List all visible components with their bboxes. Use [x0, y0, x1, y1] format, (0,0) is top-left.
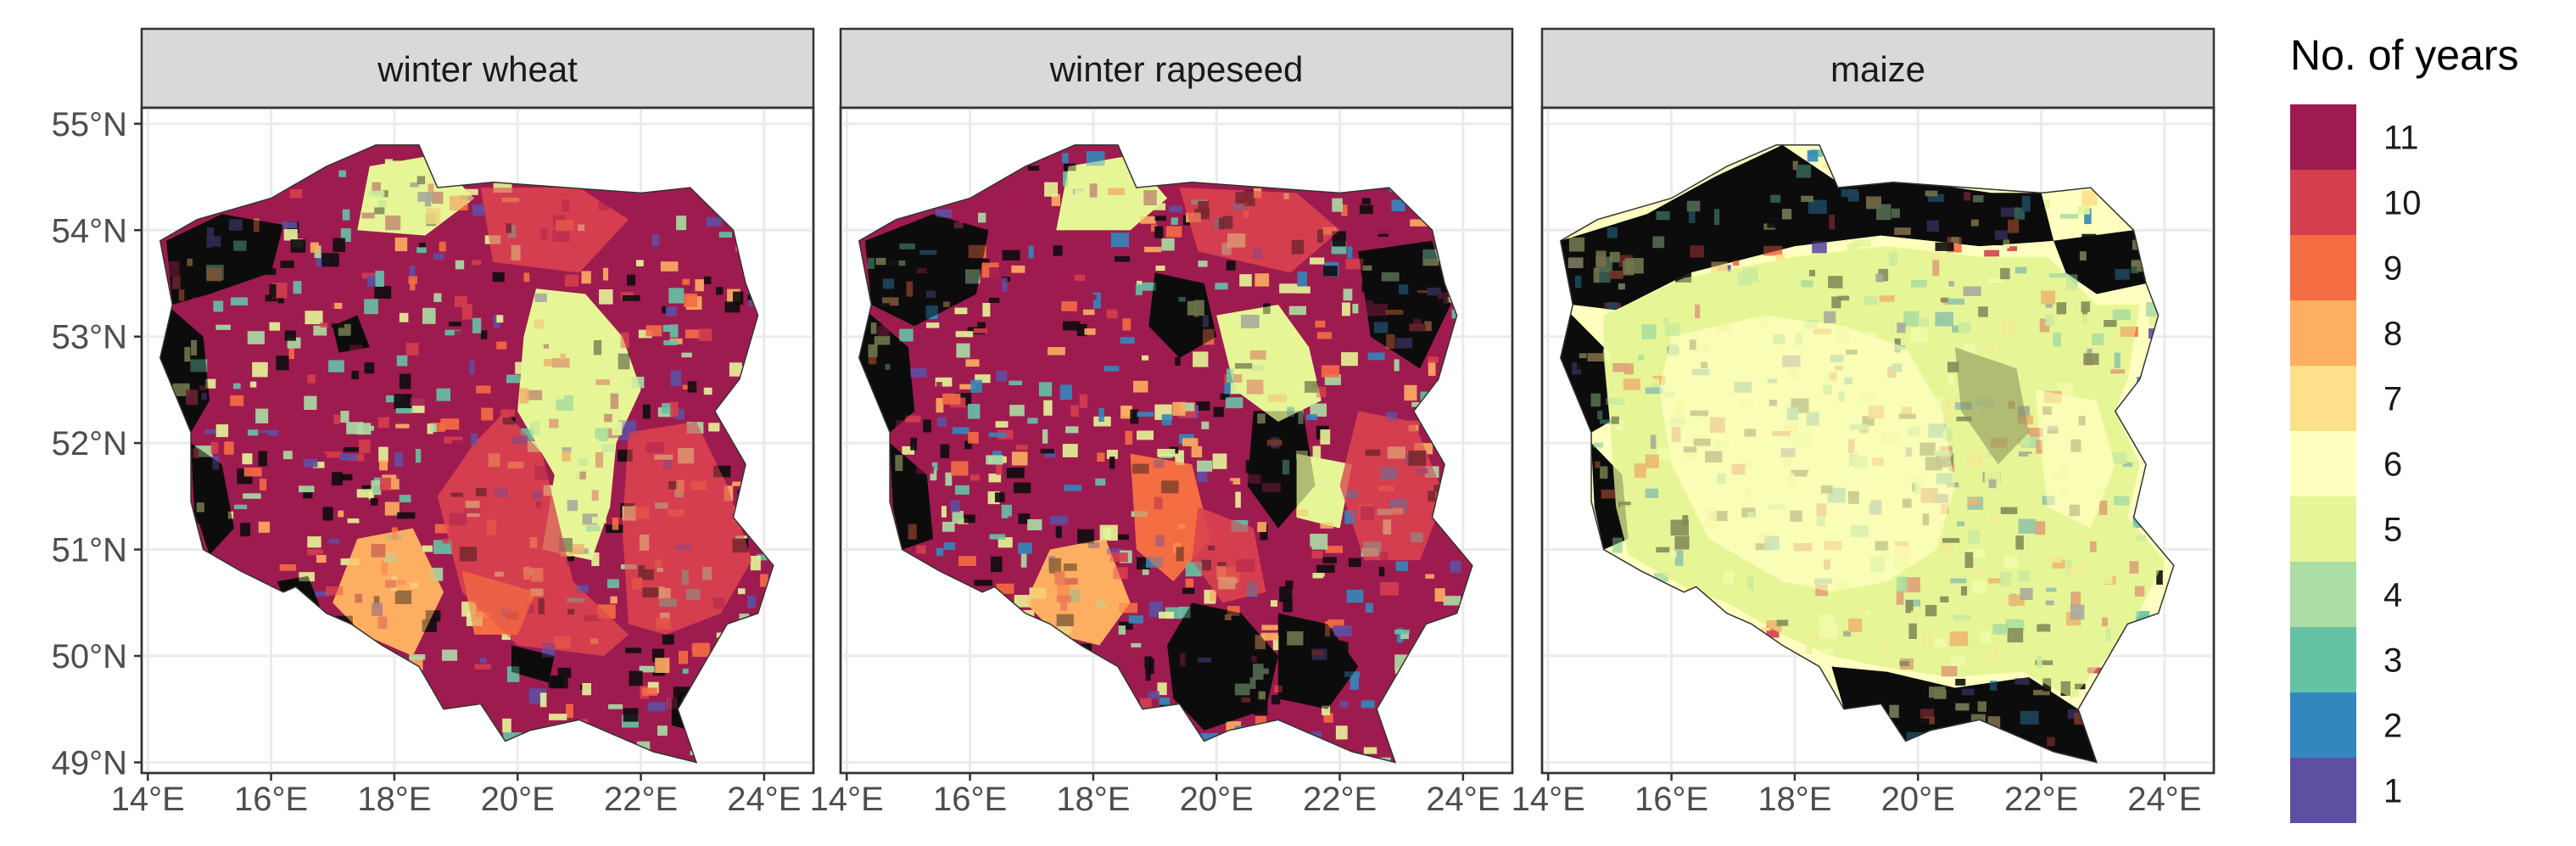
- x-tick-label: 22°E: [1303, 781, 1377, 818]
- legend-swatch-10: [2290, 170, 2356, 235]
- legend-swatch-3: [2290, 627, 2356, 692]
- legend-label: 7: [2383, 381, 2402, 418]
- legend-swatch-4: [2290, 562, 2356, 627]
- legend-label: 1: [2383, 773, 2402, 810]
- legend-label: 2: [2383, 708, 2402, 745]
- x-tick-label: 16°E: [234, 781, 308, 818]
- legend-label: 4: [2383, 577, 2402, 614]
- legend-label: 6: [2383, 446, 2402, 484]
- x-tick-label: 20°E: [481, 781, 555, 818]
- x-tick-label: 18°E: [357, 781, 431, 818]
- x-tick-label: 20°E: [1180, 781, 1254, 818]
- panel-maize: maize: [1540, 27, 2216, 775]
- legend-swatch-11: [2290, 104, 2356, 170]
- y-tick-label: 55°N: [52, 106, 127, 143]
- x-tick-label: 14°E: [1512, 781, 1585, 818]
- legend-label: 9: [2383, 250, 2402, 288]
- x-tick-label: 22°E: [2004, 781, 2078, 818]
- legend: No. of years 11 10 9 8 7 6 5 4 3 2 1: [2290, 31, 2519, 823]
- y-axis: 55°N 54°N 53°N 52°N 51°N 50°N 49°N: [52, 106, 142, 782]
- y-tick-label: 52°N: [52, 425, 127, 462]
- x-tick-label: 24°E: [727, 781, 801, 818]
- panel-title: winter rapeseed: [1049, 49, 1304, 89]
- y-tick-label: 53°N: [52, 319, 127, 356]
- panel-strip: [1540, 27, 2216, 109]
- panel-title: winter wheat: [377, 49, 578, 89]
- legend-swatch-9: [2290, 235, 2356, 300]
- x-tick-label: 18°E: [1056, 781, 1130, 818]
- x-tick-label: 22°E: [604, 781, 678, 818]
- panel-strip: [839, 27, 1514, 109]
- panel-title: maize: [1830, 49, 1925, 89]
- legend-title: No. of years: [2290, 31, 2519, 79]
- x-tick-label: 24°E: [2127, 781, 2201, 818]
- panel-strip: [140, 27, 815, 109]
- choropleth-map-wheat: [159, 144, 774, 764]
- y-tick-label: 50°N: [52, 638, 127, 675]
- y-tick-label: 51°N: [52, 532, 127, 569]
- legend-swatch-5: [2290, 496, 2356, 562]
- x-tick-label: 16°E: [1634, 781, 1708, 818]
- legend-label: 8: [2383, 316, 2402, 353]
- panel-winter-wheat: winter wheat: [140, 27, 815, 775]
- legend-swatch-2: [2290, 692, 2356, 758]
- legend-swatch-7: [2290, 366, 2356, 431]
- legend-label: 11: [2383, 120, 2419, 157]
- x-tick-label: 18°E: [1757, 781, 1831, 818]
- x-tick-label: 14°E: [111, 781, 185, 818]
- x-axis: 14°E 16°E 18°E 20°E 22°E 24°E 14°E 16°E 18°E 20°E…: [111, 773, 2201, 818]
- x-tick-label: 20°E: [1881, 781, 1955, 818]
- legend-label: 5: [2383, 512, 2402, 549]
- x-tick-label: 24°E: [1426, 781, 1500, 818]
- x-tick-label: 14°E: [810, 781, 884, 818]
- legend-swatch-8: [2290, 300, 2356, 366]
- legend-label: 3: [2383, 642, 2402, 680]
- panel-winter-rapeseed: winter rapeseed: [839, 27, 1514, 775]
- choropleth-map-maize: [1559, 144, 2175, 764]
- y-tick-label: 54°N: [52, 212, 127, 249]
- legend-label: 10: [2383, 185, 2422, 222]
- legend-swatch-6: [2290, 431, 2356, 496]
- choropleth-map-rapeseed: [858, 144, 1473, 764]
- y-tick-label: 49°N: [52, 744, 127, 782]
- legend-swatch-1: [2290, 758, 2356, 823]
- x-tick-label: 16°E: [933, 781, 1007, 818]
